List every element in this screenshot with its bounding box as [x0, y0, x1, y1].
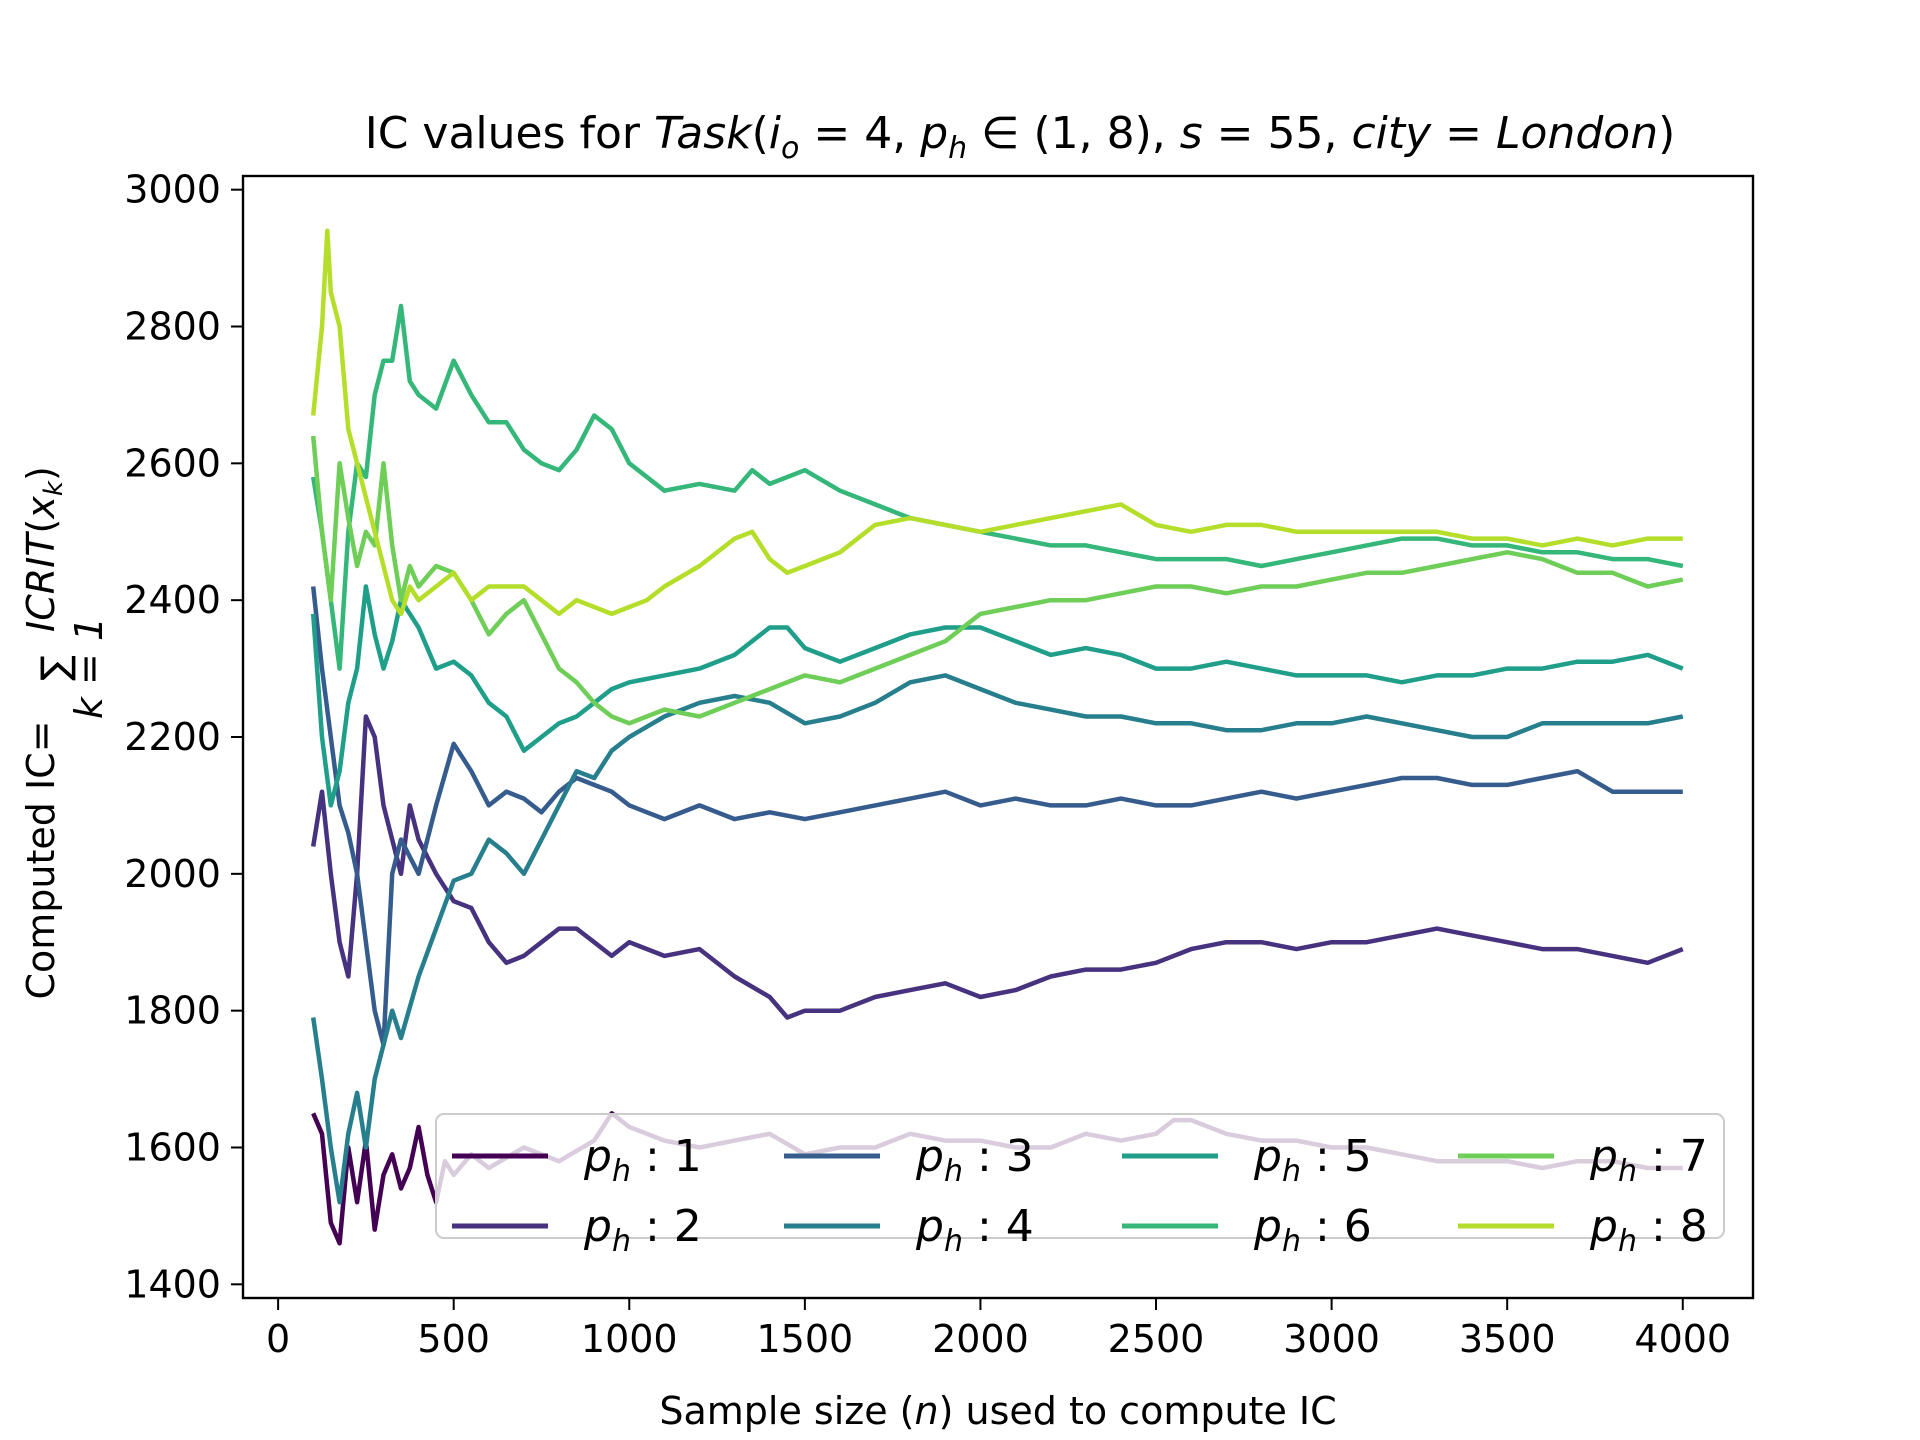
legend-label: ph : 1 [583, 1131, 702, 1189]
legend-label: ph : 4 [915, 1201, 1034, 1259]
y-tick-label: 2200 [124, 715, 221, 759]
legend-entry-ph-6: ph : 6 [1122, 1201, 1372, 1259]
legend-label: ph : 8 [1589, 1201, 1708, 1259]
series-line-ph-3 [310, 586, 1683, 1048]
x-tick-label: 4000 [1634, 1317, 1731, 1361]
svg-text:k = 1: k = 1 [67, 617, 111, 719]
svg-text:ICRIT(xk): ICRIT(xk) [19, 466, 69, 632]
legend-entry-ph-8: ph : 8 [1458, 1201, 1708, 1259]
series-lines [310, 228, 1684, 1246]
series-line-ph-2 [310, 714, 1684, 1020]
x-tick-label: 500 [417, 1317, 490, 1361]
legend-label: ph : 2 [583, 1201, 702, 1259]
svg-text:Computed IC=: Computed IC= [19, 720, 63, 999]
legend-entry-ph-3: ph : 3 [784, 1131, 1034, 1189]
x-tick-label: 0 [266, 1317, 290, 1361]
series-line-ph-5 [310, 584, 1684, 808]
y-tick-label: 1600 [124, 1125, 221, 1169]
legend-entry-ph-2: ph : 2 [452, 1201, 702, 1259]
legend-label: ph : 7 [1589, 1131, 1708, 1189]
x-tick-label: 3000 [1283, 1317, 1380, 1361]
legend-box [435, 1113, 1725, 1239]
series-line-ph-8 [310, 228, 1683, 617]
legend-label: ph : 6 [1253, 1201, 1372, 1259]
legend-entry-ph-7: ph : 7 [1458, 1131, 1708, 1189]
x-axis-ticks: 0 500 1000 1500 2000 2500 3000 3500 4000 [266, 1298, 1731, 1361]
svg-text:∑: ∑ [33, 655, 77, 681]
legend-entry-ph-4: ph : 4 [784, 1201, 1034, 1259]
y-tick-label: 1400 [124, 1262, 221, 1306]
y-tick-label: 3000 [124, 168, 221, 212]
legend-entry-ph-5: ph : 5 [1122, 1131, 1372, 1189]
x-axis-label: Sample size (n) used to compute IC [659, 1389, 1336, 1433]
legend-label: ph : 3 [915, 1131, 1034, 1189]
chart-title: IC values for Task(io = 4, ph ∈ (1, 8), … [365, 108, 1676, 166]
series-line-ph-4 [310, 673, 1684, 1205]
x-tick-label: 1500 [757, 1317, 854, 1361]
legend-entry-ph-1: ph : 1 [452, 1131, 702, 1189]
y-tick-label: 2000 [124, 852, 221, 896]
legend-label: ph : 5 [1253, 1131, 1372, 1189]
y-tick-label: 1800 [124, 989, 221, 1033]
y-tick-label: 2600 [124, 441, 221, 485]
y-tick-label: 2400 [124, 578, 221, 622]
y-axis-label: Computed IC= ∑ k = 1 ICRIT(xk) [19, 466, 111, 999]
y-axis-ticks: 1400 1600 1800 2000 2200 2400 2600 2800 3000 [124, 168, 243, 1306]
x-tick-label: 3500 [1459, 1317, 1556, 1361]
series-line-ph-7 [310, 435, 1684, 726]
y-tick-label: 2800 [124, 305, 221, 349]
x-tick-label: 2500 [1108, 1317, 1205, 1361]
series-line-ph-6 [310, 303, 1684, 671]
x-tick-label: 1000 [581, 1317, 678, 1361]
legend: ph : 1 ph : 2 ph : 3 ph : 4 ph : 5 ph : 6 ph :… [435, 1113, 1725, 1259]
x-tick-label: 2000 [932, 1317, 1029, 1361]
